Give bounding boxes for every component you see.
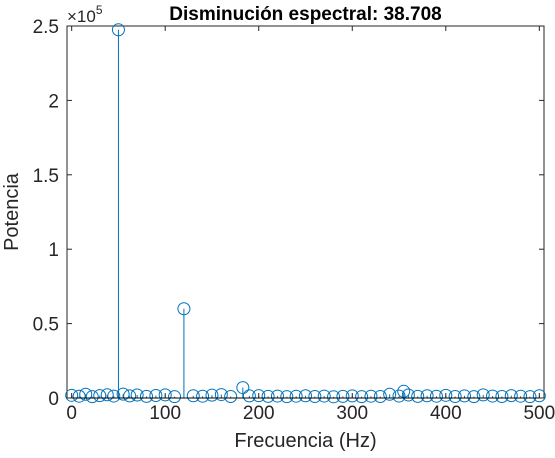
stem-marker <box>261 389 275 403</box>
stem-marker <box>93 389 107 403</box>
stem-marker <box>177 302 191 316</box>
stem-marker <box>495 390 509 404</box>
stem-marker <box>355 390 369 404</box>
y-axis-exponent-power: 5 <box>96 3 103 17</box>
stem-marker <box>149 388 163 402</box>
stem-marker <box>130 388 144 402</box>
stem-marker <box>168 390 182 404</box>
stem-marker <box>401 388 415 402</box>
stem-marker <box>299 389 312 403</box>
stem-marker <box>116 387 130 401</box>
stem-marker <box>186 389 200 403</box>
stem-marker <box>514 389 528 403</box>
y-tick-label: 2 <box>48 91 59 112</box>
x-tick-label: 500 <box>523 403 555 424</box>
y-axis-label: Potencia <box>1 172 23 251</box>
y-axis-exponent: ×105 <box>67 3 103 26</box>
stem-marker <box>270 389 284 403</box>
stem-marker <box>107 389 121 403</box>
stem-marker <box>280 390 294 404</box>
stem-marker <box>486 389 500 403</box>
stem-marker <box>439 388 453 402</box>
stem-series <box>65 23 546 404</box>
y-tick-label: 1.5 <box>33 166 59 187</box>
stem-marker <box>236 381 250 395</box>
stem-marker <box>72 389 86 403</box>
stem-marker <box>392 389 406 403</box>
stem-marker <box>411 389 425 403</box>
x-tick-label: 300 <box>336 403 368 424</box>
stem-marker <box>532 389 546 403</box>
stem-marker <box>214 388 228 402</box>
stem-marker <box>383 387 397 401</box>
stem-marker <box>476 388 490 402</box>
stem-marker <box>429 389 443 403</box>
stem-marker <box>317 389 331 403</box>
x-tick-label: 200 <box>243 403 275 424</box>
stem-marker <box>252 389 266 403</box>
plot-area <box>66 25 545 399</box>
stem-marker <box>289 389 303 403</box>
stem-marker <box>448 390 462 404</box>
x-axis-label: Frecuencia (Hz) <box>234 430 376 452</box>
stem-marker <box>123 389 137 403</box>
stem-marker <box>111 23 125 37</box>
x-axis-ticks: 0 100 200 300 400 500 <box>66 26 555 424</box>
stem-marker <box>397 384 411 398</box>
stem-marker <box>336 389 350 403</box>
stem-marker <box>85 390 99 404</box>
stem-marker <box>523 390 537 404</box>
y-axis-exponent-base: ×10 <box>67 7 96 26</box>
stem-marker <box>504 389 518 403</box>
stem-marker <box>467 390 481 404</box>
stem-marker <box>345 389 359 403</box>
x-tick-label: 400 <box>430 403 462 424</box>
x-tick-label: 100 <box>149 403 181 424</box>
stem-marker <box>364 389 378 403</box>
stem-marker <box>224 390 238 404</box>
y-tick-label: 0.5 <box>33 315 59 336</box>
stem-marker <box>205 388 219 402</box>
stem-marker <box>308 390 322 404</box>
chart-title: Disminución espectral: 38.708 <box>169 4 441 25</box>
stem-marker <box>79 387 93 401</box>
y-tick-label: 2.5 <box>33 17 59 38</box>
stem-marker <box>373 390 387 404</box>
stem-marker <box>420 389 434 403</box>
stem-marker <box>65 388 79 402</box>
y-axis-ticks: 0 0.5 1 1.5 2 2.5 <box>33 17 544 410</box>
stem-marker <box>327 390 341 404</box>
stem-marker <box>458 389 471 403</box>
stem-marker <box>100 388 114 402</box>
y-tick-label: 0 <box>48 389 59 410</box>
stem-marker <box>140 389 153 403</box>
x-tick-label: 0 <box>66 403 77 424</box>
stem-marker <box>242 389 256 403</box>
y-tick-label: 1 <box>48 240 59 261</box>
stem-marker <box>196 389 210 403</box>
stem-marker <box>158 388 172 402</box>
